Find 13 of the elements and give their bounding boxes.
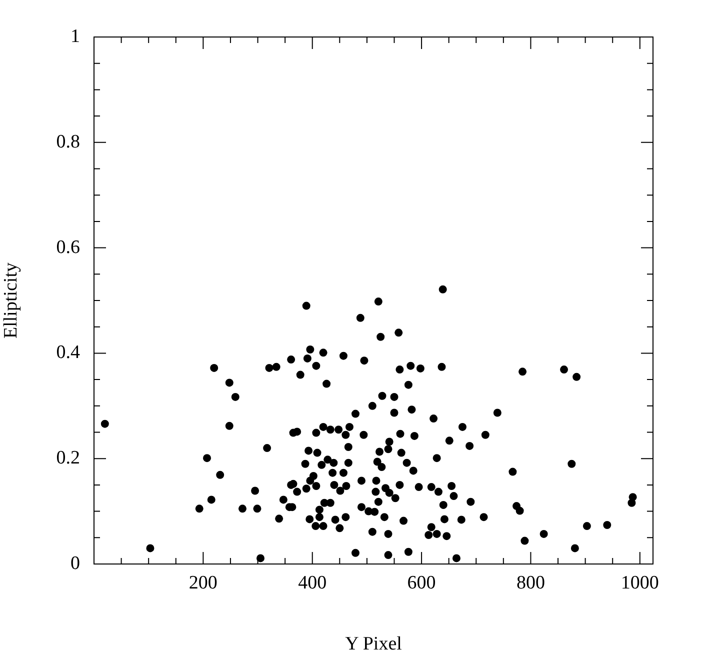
y-axis-title: Ellipticity [0, 262, 22, 338]
x-tick-label: 400 [298, 572, 327, 594]
x-tick-label: 600 [407, 572, 436, 594]
y-tick-label: 1 [70, 26, 80, 47]
y-tick-label: 0 [70, 552, 80, 574]
y-tick-label: 0.8 [56, 131, 80, 152]
y-tick-label: 0.2 [56, 448, 80, 469]
x-tick-label: 200 [188, 572, 218, 594]
y-tick-label: 0.4 [56, 342, 80, 364]
x-tick-label: 1000 [620, 572, 659, 594]
x-axis-title: Y Pixel [345, 634, 402, 655]
y-tick-label: 0.6 [56, 236, 80, 258]
x-tick-label: 800 [516, 572, 545, 594]
